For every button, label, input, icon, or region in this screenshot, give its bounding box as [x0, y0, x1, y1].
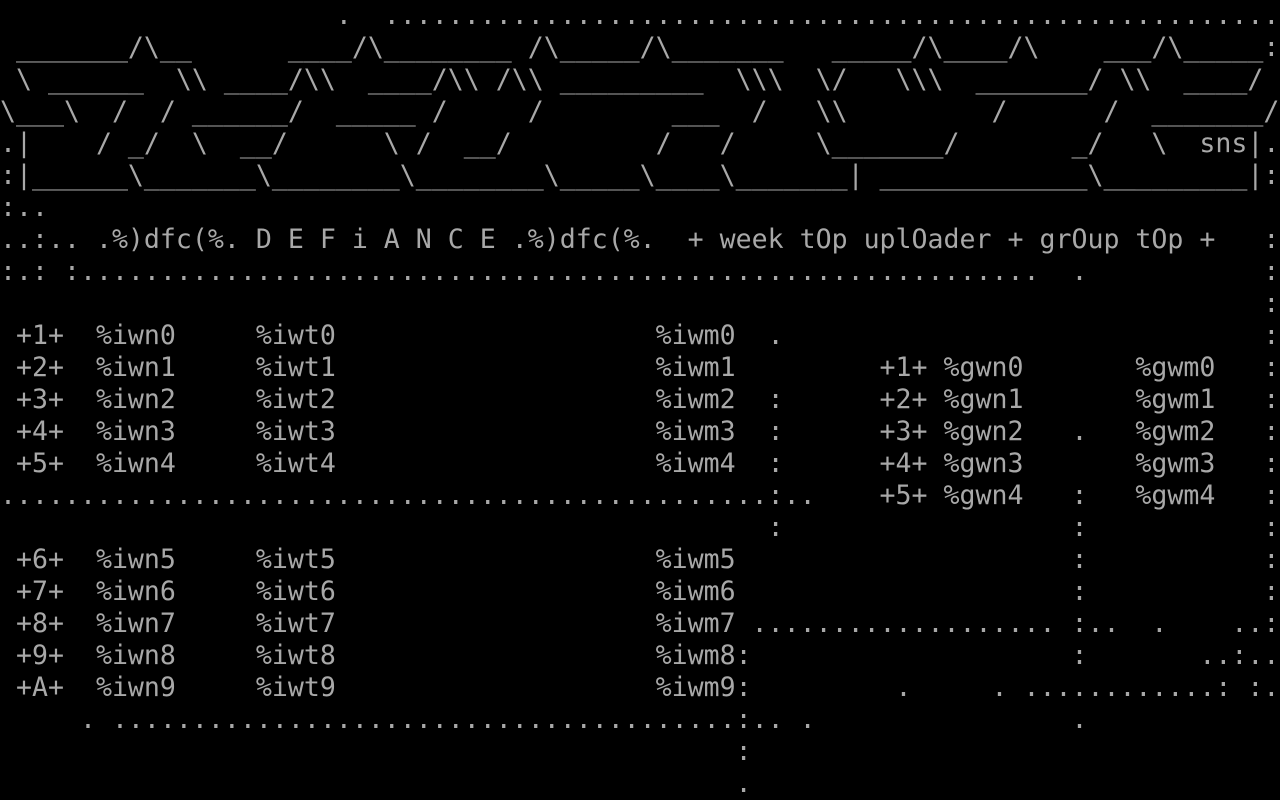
ascii-nfo-text: . ......................................…	[0, 0, 1280, 799]
terminal-screen: . ......................................…	[0, 0, 1280, 800]
